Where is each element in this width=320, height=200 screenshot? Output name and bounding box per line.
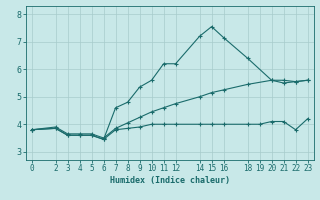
X-axis label: Humidex (Indice chaleur): Humidex (Indice chaleur) [109, 176, 230, 185]
